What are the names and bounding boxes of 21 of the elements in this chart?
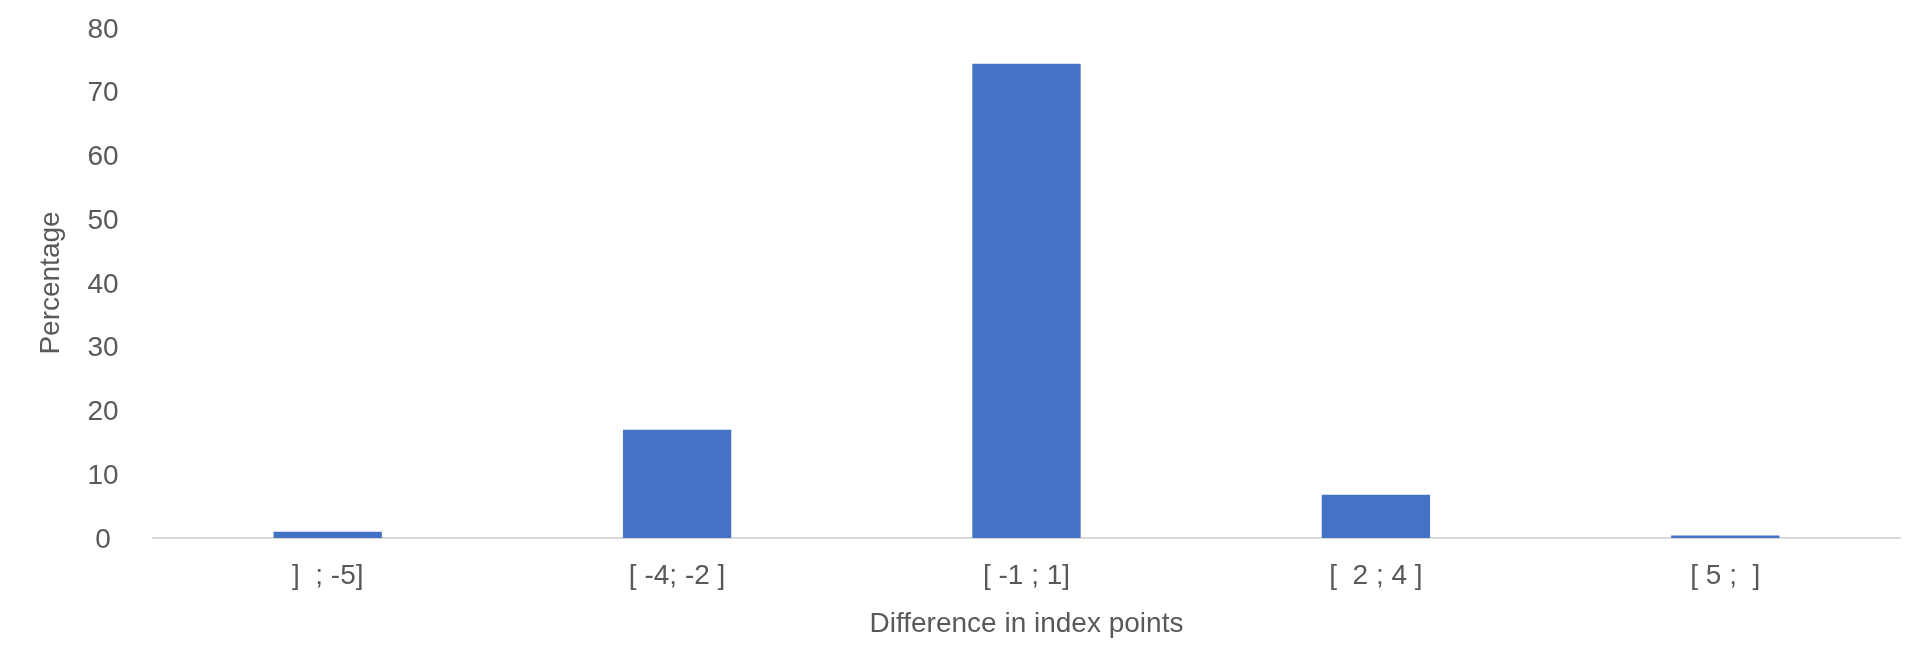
x-tick-label: [ -4; -2 ] (628, 558, 726, 590)
x-tick-label: ] ; -5] (291, 558, 364, 590)
y-tick-label: 50 (87, 203, 119, 235)
bar (972, 63, 1081, 538)
y-tick-label: 70 (87, 76, 119, 108)
y-tick-label: 80 (87, 12, 119, 44)
y-tick-label: 10 (87, 458, 119, 490)
bar (273, 531, 382, 538)
y-tick-label: 40 (87, 267, 119, 299)
y-tick-label: 30 (87, 331, 119, 363)
x-tick-label: [ 2 ; 4 ] (1329, 558, 1423, 590)
y-tick-label: 20 (87, 395, 119, 426)
y-axis-title: Percentage (33, 211, 65, 355)
bar (622, 429, 732, 538)
x-tick-label: [ -1 ; 1] (982, 558, 1071, 590)
x-axis-title: Difference in index points (869, 606, 1184, 638)
bar (1671, 535, 1780, 538)
bar (1321, 494, 1431, 538)
y-tick-label: 0 (95, 522, 111, 554)
x-tick-label: [ 5 ; ] (1690, 558, 1761, 590)
y-tick-label: 60 (87, 140, 119, 171)
